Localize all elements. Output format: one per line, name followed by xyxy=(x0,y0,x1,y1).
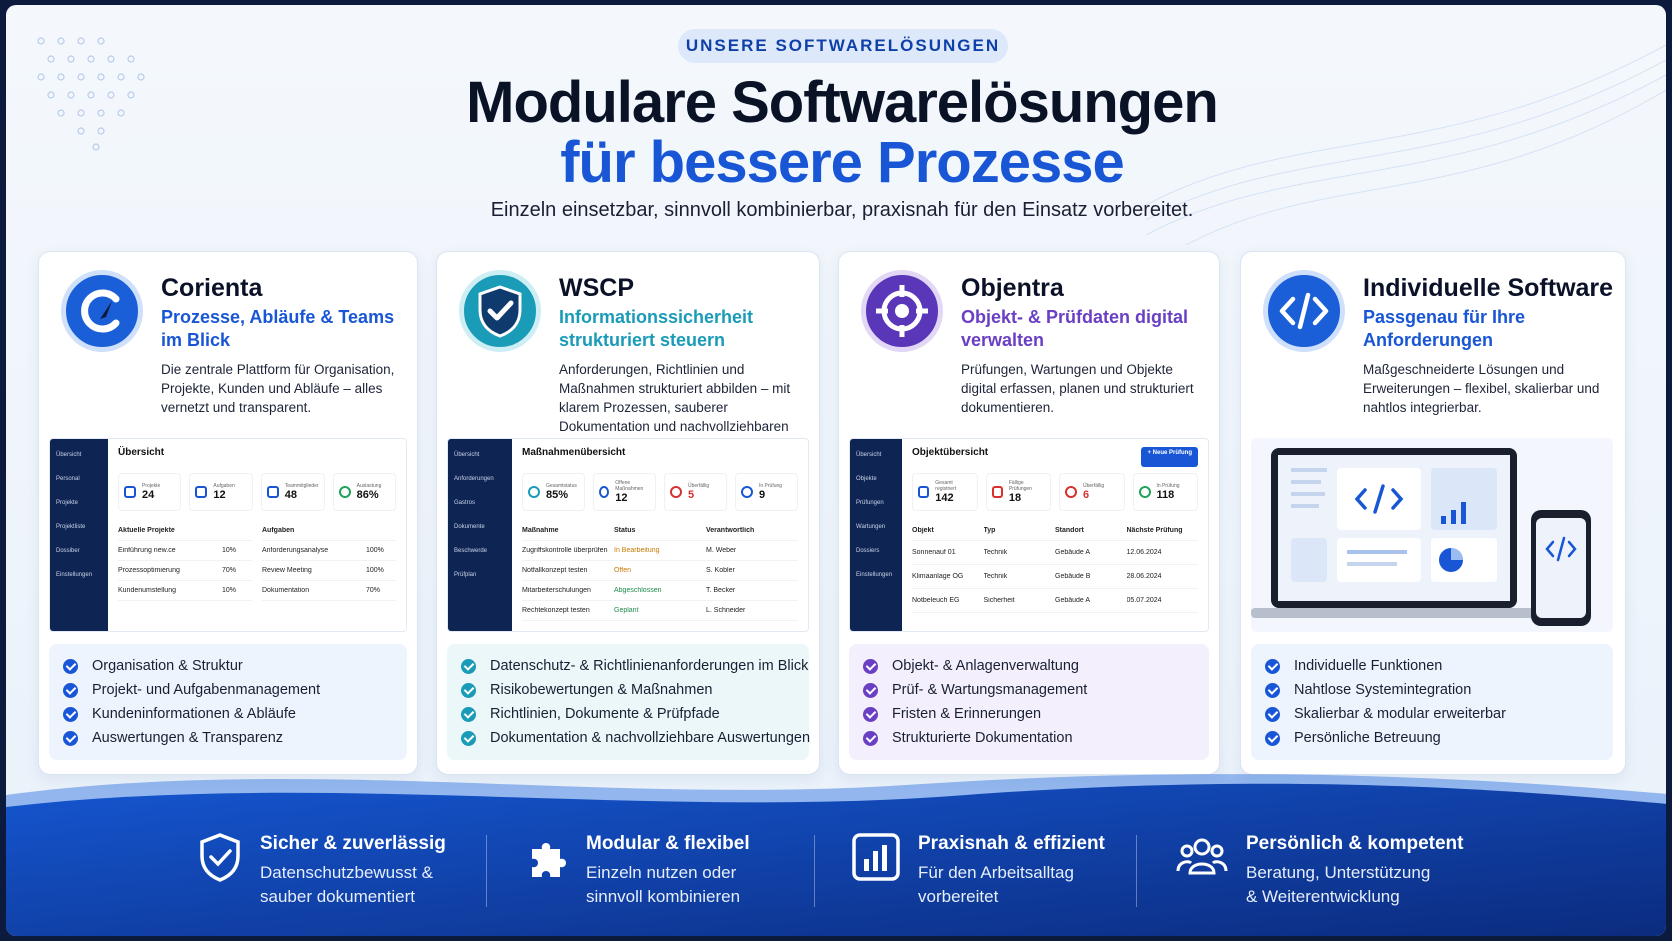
feature-item: Nahtlose Systemintegration xyxy=(1265,678,1599,702)
check-icon xyxy=(863,730,878,746)
check-icon xyxy=(1265,682,1280,698)
page-subtitle: Einzeln einsetzbar, sinnvoll kombinierba… xyxy=(490,199,1194,221)
shield-check-icon xyxy=(200,833,240,882)
feature-personal: Persönlich & kompetent Beratung, Unterstü… xyxy=(1246,833,1464,906)
check-icon xyxy=(63,706,78,722)
decorative-lines xyxy=(1146,44,1666,245)
feature-item: Risikobewertungen & Maßnahmen xyxy=(461,678,795,702)
corienta-logo-icon xyxy=(61,270,143,352)
product-name: Objentra xyxy=(961,274,1064,302)
team-icon xyxy=(1176,838,1228,875)
feature-list: Organisation & Struktur Projekt- und Auf… xyxy=(49,644,407,760)
feature-item: Kundeninformationen & Abläufe xyxy=(63,702,393,726)
decorative-dots xyxy=(37,37,145,151)
screen-title: Objektübersicht + Neue Prüfung xyxy=(912,447,1198,467)
app-sidebar: Übersicht Personal Projekte Projektliste Dos… xyxy=(50,439,108,631)
product-name: WSCP xyxy=(559,274,634,302)
card-objentra[interactable]: Objentra Objekt- & Prüfdaten digital ver… xyxy=(838,251,1220,775)
divider xyxy=(1136,835,1137,907)
shield-check-logo-icon xyxy=(459,270,541,352)
feature-item: Datenschutz- & Richtlinienanforderungen … xyxy=(461,654,808,678)
card-wscp[interactable]: WSCP Informationssicherheit strukturiert… xyxy=(436,251,820,775)
check-icon xyxy=(461,682,476,698)
feature-item: Dokumentation & nachvollziehbare Auswert… xyxy=(461,726,810,750)
product-tagline: Passgenau für Ihre Anforderungen xyxy=(1363,307,1526,350)
feature-item: Auswertungen & Transparenz xyxy=(63,726,393,750)
card-individuelle-software[interactable]: Individuelle Software Passgenau für Ihre… xyxy=(1240,251,1626,775)
code-logo-icon xyxy=(1263,270,1345,352)
divider xyxy=(486,835,487,907)
check-icon xyxy=(863,682,878,698)
feature-list: Individuelle Funktionen Nahtlose Systemi… xyxy=(1251,644,1613,760)
feature-item: Individuelle Funktionen xyxy=(1265,654,1599,678)
feature-list: Datenschutz- & Richtlinienanforderungen … xyxy=(447,644,810,760)
screen-title: Maßnahmenübersicht xyxy=(522,447,626,458)
product-tagline: Informationssicherheit strukturiert steu… xyxy=(559,307,754,350)
puzzle-icon xyxy=(532,843,566,877)
screen-title: Übersicht xyxy=(118,447,165,458)
dashboard-screenshot: Übersicht Anforderungen Gastros Dokumente Be… xyxy=(447,438,809,632)
check-icon xyxy=(461,658,476,674)
feature-modular: Modular & flexibel Einzeln nutzen oder sin… xyxy=(586,833,750,906)
feature-item: Fristen & Erinnerungen xyxy=(863,702,1195,726)
check-icon xyxy=(461,730,476,746)
check-icon xyxy=(63,658,78,674)
target-logo-icon xyxy=(861,270,943,352)
section-badge: UNSERE SOFTWARELÖSUNGEN xyxy=(678,29,1008,63)
feature-practical: Praxisnah & effizient Für den Arbeitsallt… xyxy=(918,833,1105,906)
app-sidebar: Übersicht Anforderungen Gastros Dokumente Be… xyxy=(448,439,512,631)
feature-list: Objekt- & Anlagenverwaltung Prüf- & Wart… xyxy=(849,644,1209,760)
new-check-button[interactable]: + Neue Prüfung xyxy=(1141,447,1198,467)
check-icon xyxy=(461,706,476,722)
feature-item: Prüf- & Wartungsmanagement xyxy=(863,678,1195,702)
product-tagline: Objekt- & Prüfdaten digital verwalten xyxy=(961,307,1189,350)
check-icon xyxy=(63,730,78,746)
product-description: Maßgeschneiderte Lösungen und Erweiterun… xyxy=(1363,362,1600,415)
feature-item: Persönliche Betreuung xyxy=(1265,726,1599,750)
feature-item: Strukturierte Dokumentation xyxy=(863,726,1195,750)
feature-item: Projekt- und Aufgabenmanagement xyxy=(63,678,393,702)
check-icon xyxy=(1265,730,1280,746)
dashboard-screenshot: Übersicht Personal Projekte Projektliste Dos… xyxy=(49,438,407,632)
check-icon xyxy=(863,706,878,722)
check-icon xyxy=(863,658,878,674)
page: UNSERE SOFTWARELÖSUNGEN Modulare Softwar… xyxy=(6,5,1666,936)
check-icon xyxy=(1265,658,1280,674)
product-description: Prüfungen, Wartungen und Objekte digital… xyxy=(961,362,1194,415)
product-description: Die zentrale Plattform für Organisation,… xyxy=(161,362,395,415)
feature-item: Richtlinien, Dokumente & Prüfpfade xyxy=(461,702,795,726)
dashboard-screenshot: Übersicht Objekte Prüfungen Wartungen Dossie… xyxy=(849,438,1209,632)
feature-item: Organisation & Struktur xyxy=(63,654,393,678)
product-name: Individuelle Software xyxy=(1363,274,1614,302)
bar-chart-icon xyxy=(852,833,900,881)
product-name: Corienta xyxy=(161,274,263,302)
product-tagline: Prozesse, Abläufe & Teams im Blick xyxy=(161,307,395,350)
feature-item: Objekt- & Anlagenverwaltung xyxy=(863,654,1195,678)
footer-wave xyxy=(6,774,1666,936)
devices-illustration xyxy=(1251,438,1613,632)
check-icon xyxy=(1265,706,1280,722)
card-corienta[interactable]: Corienta Prozesse, Abläufe & Teams im Bl… xyxy=(38,251,418,775)
divider xyxy=(814,835,815,907)
check-icon xyxy=(63,682,78,698)
feature-secure: Sicher & zuverlässig Datenschutzbewusst &… xyxy=(260,833,446,906)
page-title-accent: für bessere Prozesse xyxy=(560,130,1125,195)
feature-item: Skalierbar & modular erweiterbar xyxy=(1265,702,1599,726)
app-sidebar: Übersicht Objekte Prüfungen Wartungen Dossie… xyxy=(850,439,902,631)
page-title: Modulare Softwarelösungen xyxy=(466,70,1219,135)
